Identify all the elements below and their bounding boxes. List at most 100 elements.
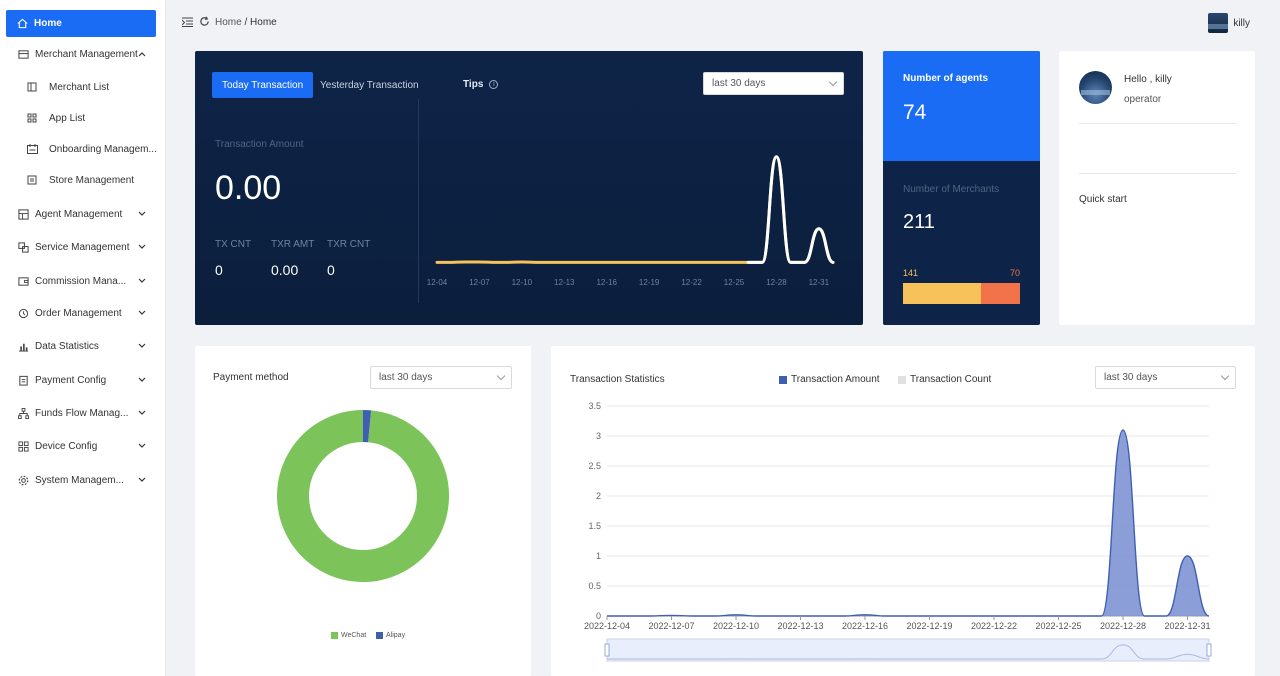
transaction-trend-chart: 12-04 12-07 12-10 12-13 12-16 12-19 12-22 12-25… — [427, 155, 835, 287]
calendar-icon — [26, 143, 38, 155]
legend-swatch — [779, 375, 787, 384]
legend-alipay[interactable]: Alipay — [376, 632, 405, 639]
sidebar: Home Merchant Management Merchant List A… — [0, 0, 166, 676]
sidebar-item-service-management[interactable]: Service Management — [0, 233, 166, 261]
x-tick-label: 2022-12-13 — [777, 621, 823, 631]
sidebar-item-label: Order Management — [35, 307, 122, 319]
chevron-down-icon — [138, 308, 146, 318]
legend-transaction-count[interactable]: Transaction Count — [898, 374, 991, 385]
sidebar-item-store-management[interactable]: Store Management — [0, 166, 166, 194]
x-tick-label: 12-25 — [724, 278, 745, 287]
sidebar-item-label: Merchant Management — [35, 48, 138, 60]
tab-today-transaction[interactable]: Today Transaction — [212, 72, 314, 98]
sidebar-item-home[interactable]: Home — [6, 10, 156, 37]
tx-cnt-value: 0 — [215, 262, 223, 278]
y-tick-label: 3.5 — [588, 401, 601, 411]
chevron-down-icon — [138, 209, 146, 219]
chevron-down-icon — [1220, 371, 1230, 381]
user-menu[interactable]: killy — [1208, 13, 1250, 33]
breadcrumb-separator: / — [244, 17, 248, 28]
transaction-trend-peak — [746, 155, 835, 264]
refresh-icon[interactable] — [199, 16, 210, 30]
y-tick-label: 1.5 — [588, 521, 601, 531]
transaction-range-select[interactable]: last 30 days — [703, 72, 844, 95]
legend-swatch — [898, 375, 906, 384]
payment-range-select[interactable]: last 30 days — [370, 366, 512, 389]
txr-cnt-value: 0 — [327, 262, 335, 278]
chevron-down-icon — [138, 408, 146, 418]
legend-label: Transaction Count — [910, 374, 992, 385]
legend-wechat[interactable]: WeChat — [331, 632, 366, 639]
zoom-handle-right[interactable] — [1206, 643, 1212, 657]
clipboard-icon — [17, 374, 29, 386]
y-tick-label: 2.5 — [588, 461, 601, 471]
x-tick-label: 12-28 — [766, 278, 787, 287]
transaction-amount-label: Transaction Amount — [215, 139, 304, 150]
x-tick-label: 12-10 — [512, 278, 533, 287]
tab-yesterday-transaction[interactable]: Yesterday Transaction — [320, 79, 419, 91]
y-tick-label: 0 — [596, 611, 601, 621]
x-tick-label: 12-07 — [469, 278, 490, 287]
tips: Tips i — [463, 79, 499, 90]
sidebar-item-order-management[interactable]: Order Management — [0, 299, 166, 327]
sidebar-item-funds-flow-management[interactable]: Funds Flow Manag... — [0, 399, 166, 427]
payment-method-title: Payment method — [213, 372, 289, 383]
x-tick-label: 2022-12-28 — [1100, 621, 1146, 631]
sidebar-item-data-statistics[interactable]: Data Statistics — [0, 332, 166, 360]
x-tick-label: 12-19 — [639, 278, 660, 287]
statistics-range-select[interactable]: last 30 days — [1095, 366, 1236, 389]
sidebar-item-agent-management[interactable]: Agent Management — [0, 200, 166, 228]
sidebar-item-label: Device Config — [35, 440, 98, 452]
sidebar-item-label: Merchant List — [49, 81, 110, 93]
merchants-label: Number of Merchants — [903, 184, 1000, 195]
sidebar-item-merchant-management[interactable]: Merchant Management — [0, 40, 166, 68]
sidebar-item-system-management[interactable]: System Managem... — [0, 466, 166, 494]
bar-right-value: 70 — [1009, 268, 1020, 278]
merchant-bar-right — [981, 283, 1020, 304]
zoom-slider[interactable] — [606, 638, 1210, 662]
agents-value: 74 — [903, 101, 927, 124]
sidebar-item-onboarding-management[interactable]: Onboarding Managem... — [0, 135, 166, 163]
transaction-statistics-panel: Transaction Statistics Transaction Amoun… — [551, 346, 1255, 676]
y-tick-label: 0.5 — [588, 581, 601, 591]
x-tick-label: 2022-12-16 — [842, 621, 888, 631]
sidebar-item-merchant-list[interactable]: Merchant List — [0, 73, 166, 101]
legend-label: Alipay — [386, 632, 406, 639]
x-tick-label: 2022-12-19 — [906, 621, 952, 631]
x-tick-label: 2022-12-22 — [971, 621, 1017, 631]
zoom-handle-left[interactable] — [604, 643, 610, 657]
breadcrumb-root[interactable]: Home — [215, 17, 242, 28]
welcome-panel: Hello , killy operator Quick start — [1059, 51, 1255, 325]
avatar — [1079, 71, 1112, 104]
divider — [1079, 123, 1236, 124]
tx-cnt-label: TX CNT — [215, 239, 252, 250]
agents-panel: Number of agents 74 Number of Merchants … — [883, 51, 1040, 325]
x-tick-label: 12-22 — [681, 278, 702, 287]
sidebar-item-label: Payment Config — [35, 374, 107, 386]
legend-transaction-amount[interactable]: Transaction Amount — [779, 374, 880, 385]
bar-left-value: 141 — [903, 268, 919, 278]
select-value: last 30 days — [379, 372, 433, 383]
sidebar-item-device-config[interactable]: Device Config — [0, 432, 166, 460]
sidebar-item-commission-management[interactable]: Commission Mana... — [0, 267, 166, 295]
sidebar-item-app-list[interactable]: App List — [0, 104, 166, 132]
transaction-panel: Today Transaction Yesterday Transaction … — [195, 51, 863, 325]
bar-chart-icon — [17, 340, 29, 352]
username: killy — [1233, 17, 1250, 29]
hierarchy-icon — [17, 407, 29, 419]
y-tick-label: 2 — [596, 491, 601, 501]
info-icon[interactable]: i — [489, 80, 499, 89]
divider — [1079, 173, 1236, 174]
legend-label: Transaction Amount — [791, 374, 880, 385]
sidebar-item-label: Agent Management — [35, 208, 123, 220]
txr-amt-value: 0.00 — [271, 262, 299, 278]
x-tick-label: 12-04 — [427, 278, 448, 287]
avatar — [1208, 13, 1229, 33]
payment-method-panel: Payment method last 30 days WeChat Alipa… — [195, 346, 531, 676]
sidebar-item-payment-config[interactable]: Payment Config — [0, 366, 166, 394]
tips-label: Tips — [463, 79, 484, 90]
transaction-amount-area — [607, 430, 1209, 616]
sidebar-item-label: Commission Mana... — [35, 275, 127, 287]
menu-fold-icon[interactable] — [181, 17, 193, 30]
chevron-down-icon — [138, 475, 146, 485]
